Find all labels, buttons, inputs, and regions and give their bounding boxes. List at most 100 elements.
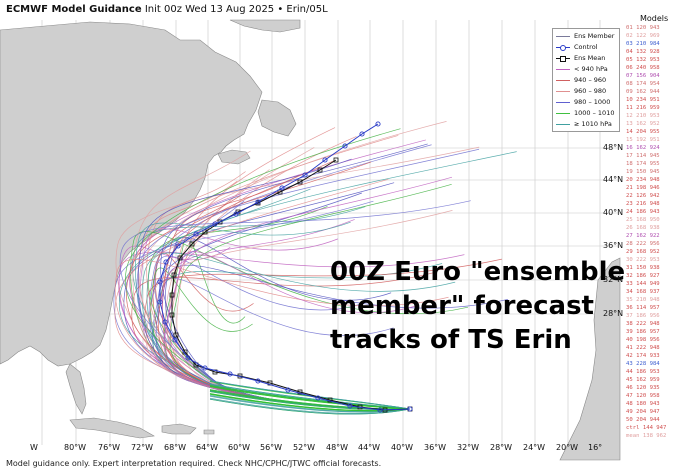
legend-swatch: [556, 91, 570, 92]
mean-marker: [333, 157, 339, 163]
lon-label: 80°W: [64, 443, 87, 452]
model-list-item: 24 186 943: [626, 209, 660, 215]
control-marker: [227, 371, 233, 377]
model-list-item: 25 168 950: [626, 217, 660, 223]
legend-swatch: [556, 113, 570, 114]
model-list-item: 31 150 938: [626, 265, 660, 271]
lat-label: 48°N: [603, 143, 624, 152]
nova-scotia-land: [217, 149, 251, 165]
legend-swatch: [556, 102, 570, 103]
legend-item: 980 – 1000: [556, 98, 618, 108]
cuba-land: [69, 417, 155, 439]
mean-marker: [277, 189, 283, 195]
ensemble-mean-line: [171, 159, 411, 411]
mean-marker: [169, 312, 175, 318]
model-list-item: 26 168 938: [626, 225, 660, 231]
lon-label: 16°: [588, 443, 603, 452]
model-list-item: 30 222 953: [626, 257, 660, 263]
model-list-item: mean 138 962: [626, 433, 667, 439]
lon-label: 24°W: [523, 443, 546, 452]
control-line: [159, 123, 411, 411]
lon-label: 44°W: [358, 443, 381, 452]
model-list-item: 40 198 956: [626, 337, 660, 343]
mean-marker: [173, 332, 179, 338]
model-list-item: 15 192 951: [626, 137, 660, 143]
lon-label: 68°W: [164, 443, 187, 452]
model-list-item: 09 162 944: [626, 89, 660, 95]
model-list-item: 03 210 984: [626, 41, 660, 47]
model-list-item: 06 240 958: [626, 65, 660, 71]
legend-label: 960 – 980: [574, 87, 607, 95]
model-list-item: 45 162 959: [626, 377, 660, 383]
lon-label: 32°W: [457, 443, 480, 452]
annotation-text: 00Z Euro "ensemble member" forecast trac…: [330, 255, 625, 357]
legend-label: Control: [574, 43, 598, 51]
model-list-item: 42 174 933: [626, 353, 660, 359]
title-bold: ECMWF Model Guidance: [6, 4, 142, 15]
mean-marker: [217, 219, 223, 225]
model-list-item: 44 186 953: [626, 369, 660, 375]
lon-label: 40°W: [391, 443, 414, 452]
ensemble-mean-track: [169, 157, 413, 413]
legend-swatch: [556, 69, 570, 70]
lon-label: 60°W: [228, 443, 251, 452]
lon-label: 28°W: [490, 443, 513, 452]
model-list-item: 16 162 924: [626, 145, 660, 151]
florida-land: [65, 363, 87, 415]
model-list-item: 49 204 947: [626, 409, 660, 415]
model-list-item: 13 162 952: [626, 121, 660, 127]
annotation-line-3: tracks of TS Erin: [330, 325, 572, 355]
lon-label: W: [30, 443, 38, 452]
legend-item: 940 – 960: [556, 76, 618, 86]
lat-label: 32°N: [603, 275, 624, 284]
control-marker: [347, 403, 353, 409]
model-list-item: 33 144 949: [626, 281, 660, 287]
lat-label: 44°N: [603, 175, 624, 184]
control-track: [157, 121, 413, 413]
lon-label: 56°W: [260, 443, 283, 452]
legend-item: Control: [556, 43, 618, 53]
control-marker: [212, 221, 218, 227]
model-list-item: 08 174 954: [626, 81, 660, 87]
footer-disclaimer: Model guidance only. Expert interpretati…: [6, 459, 382, 468]
newfoundland-land: [257, 99, 297, 137]
models-title: Models: [640, 14, 669, 23]
control-marker: [377, 407, 383, 413]
circle-marker-icon: [560, 45, 566, 51]
model-list-item: 36 114 957: [626, 305, 660, 311]
control-marker: [342, 143, 348, 149]
ensemble-member-track: [209, 395, 411, 413]
control-marker: [233, 211, 239, 217]
greenland-land: [229, 19, 301, 33]
model-list-item: 47 120 958: [626, 393, 660, 399]
legend-item: Ens Member: [556, 32, 618, 42]
legend-label: Ens Mean: [574, 54, 606, 62]
control-marker: [359, 131, 365, 137]
ensemble-member-track: [209, 398, 411, 415]
mean-marker: [202, 229, 208, 235]
legend-swatch: [556, 36, 570, 37]
legend-swatch: [556, 80, 570, 81]
mean-marker: [177, 255, 183, 261]
control-marker: [279, 185, 285, 191]
ensemble-member-track: [209, 380, 411, 410]
mean-marker: [189, 241, 195, 247]
model-list-item: 35 210 948: [626, 297, 660, 303]
mean-marker: [171, 272, 177, 278]
legend-label: 980 – 1000: [574, 98, 611, 106]
model-list-item: 21 198 946: [626, 185, 660, 191]
control-marker: [202, 365, 208, 371]
control-marker: [315, 395, 321, 401]
ensemble-member-track: [209, 386, 411, 410]
hispaniola-land: [161, 423, 197, 435]
header-bar: ECMWF Model Guidance Init 00z Wed 13 Aug…: [0, 0, 680, 22]
legend-swatch: [556, 45, 570, 51]
title-rest: Init 00z Wed 13 Aug 2025 • Erin/05L: [144, 4, 328, 15]
model-list-item: 48 180 943: [626, 401, 660, 407]
model-list-item: 50 204 944: [626, 417, 660, 423]
model-list-item: 19 150 945: [626, 169, 660, 175]
mean-marker: [169, 292, 175, 298]
control-marker: [163, 259, 169, 265]
legend-box: Ens Member Control Ens Mean < 940 hPa 940 – …: [552, 28, 620, 132]
control-marker: [375, 121, 381, 127]
